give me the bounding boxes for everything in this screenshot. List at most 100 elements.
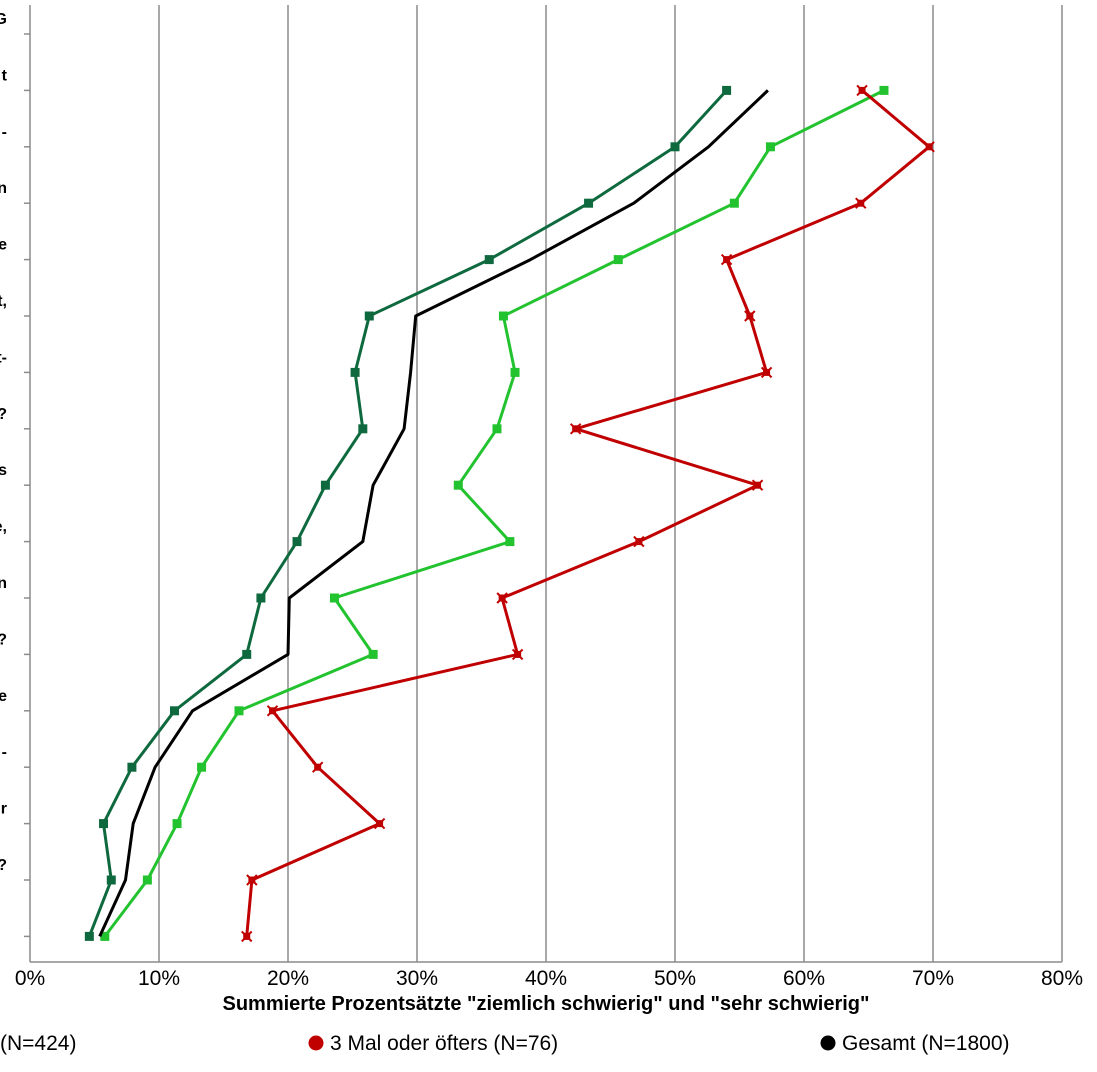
data-point (879, 85, 889, 95)
gridlines (158, 5, 1063, 962)
x-tick-label: 20% (267, 967, 309, 990)
data-point-marker (246, 874, 258, 886)
data-point (511, 648, 524, 661)
data-point (633, 535, 645, 548)
category-label-fragment: ? (0, 406, 7, 423)
category-label-fragment: e, (0, 519, 7, 536)
series-line (103, 89, 885, 938)
series-line (245, 89, 931, 937)
data-point-marker (760, 366, 773, 379)
category-label-fragment: e (0, 688, 7, 705)
category-label-fragment: t, (0, 293, 7, 310)
data-point (368, 649, 378, 659)
data-point-marker (744, 310, 756, 322)
data-point (84, 931, 94, 941)
data-point (292, 537, 302, 547)
category-label-fragment: r (1, 801, 7, 818)
category-label-fragment: G (0, 11, 7, 28)
data-point (311, 761, 324, 773)
category-label-fragment: n (0, 575, 7, 592)
data-point (320, 480, 330, 490)
data-point (505, 537, 515, 547)
series-line (87, 89, 728, 937)
series-lines (84, 84, 935, 943)
data-point (364, 311, 374, 321)
category-label-fragment: ? (0, 631, 7, 648)
data-point (453, 480, 463, 490)
data-point-marker (751, 479, 764, 491)
x-tick-label: 50% (654, 967, 696, 990)
data-point-marker (511, 648, 524, 661)
data-point (241, 930, 253, 943)
category-label-fragment: e (0, 237, 7, 254)
x-tick-label: 70% (912, 967, 954, 990)
data-point-marker (633, 535, 645, 548)
data-point-marker (373, 817, 386, 830)
data-point (856, 84, 868, 97)
data-point (760, 366, 773, 379)
data-point-marker (241, 930, 253, 943)
data-point (923, 141, 935, 153)
data-point (358, 424, 368, 434)
data-point (329, 593, 339, 603)
x-tick-label: 30% (396, 967, 438, 990)
legend-item: Gesamt (N=1800) (820, 1032, 1010, 1055)
legend-item: 3 Mal oder öfters (N=76) (308, 1032, 558, 1055)
legend-label: (N=424) (0, 1032, 76, 1055)
category-label-fragment: t- (0, 349, 7, 366)
data-point (246, 874, 258, 886)
legend-marker (820, 1035, 836, 1051)
data-point (855, 197, 867, 209)
data-point-marker (496, 592, 508, 604)
y-axis-ticks (24, 33, 30, 938)
x-axis-tick-labels: 0% 10% 20% 30% 40% 50% 60% 70% 80% (15, 967, 1083, 990)
data-point-marker (311, 761, 324, 773)
data-point (197, 762, 207, 772)
data-point (492, 424, 502, 434)
data-point (729, 198, 739, 208)
data-point-marker (923, 141, 935, 153)
category-label-fragment: - (2, 744, 7, 761)
series-line (98, 89, 769, 938)
x-tick-label: 60% (783, 967, 825, 990)
legend-label: Gesamt (N=1800) (842, 1032, 1010, 1055)
data-point (569, 423, 582, 435)
legend: (N=424) 3 Mal oder öfters (N=76) Gesamt (N… (0, 1032, 1010, 1055)
x-tick-label: 80% (1041, 967, 1083, 990)
data-point (127, 762, 137, 772)
x-axis-title: Summierte Prozentsätzte "ziemlich schwie… (223, 993, 870, 1015)
data-point-marker (856, 84, 868, 97)
data-point (510, 367, 520, 377)
data-point (99, 819, 109, 829)
x-tick-label: 0% (15, 967, 45, 990)
data-point (498, 311, 508, 321)
data-point (751, 479, 764, 491)
data-point-marker (266, 705, 279, 717)
category-label-fragment: t (2, 67, 8, 84)
category-label-fragment: s (0, 462, 7, 479)
legend-item: (N=424) (0, 1032, 76, 1055)
data-point (670, 142, 680, 152)
data-point (256, 593, 266, 603)
data-point-marker (720, 253, 733, 266)
legend-marker (308, 1035, 324, 1051)
data-point (350, 367, 360, 377)
data-point (722, 85, 732, 95)
data-point (765, 142, 775, 152)
data-point (242, 649, 252, 659)
data-point (234, 706, 244, 716)
data-point (720, 253, 733, 266)
data-point (106, 875, 116, 885)
category-labels: Gt-net,t-?se,n?e-r? (0, 11, 8, 874)
data-point (266, 705, 279, 717)
legend-label: 3 Mal oder öfters (N=76) (330, 1032, 558, 1055)
category-label-fragment: n (0, 180, 7, 197)
data-point (373, 817, 386, 830)
data-point (744, 310, 756, 322)
data-point (484, 255, 494, 265)
category-label-fragment: - (2, 124, 7, 141)
data-point (172, 819, 182, 829)
data-point (613, 255, 623, 265)
data-point (584, 198, 594, 208)
